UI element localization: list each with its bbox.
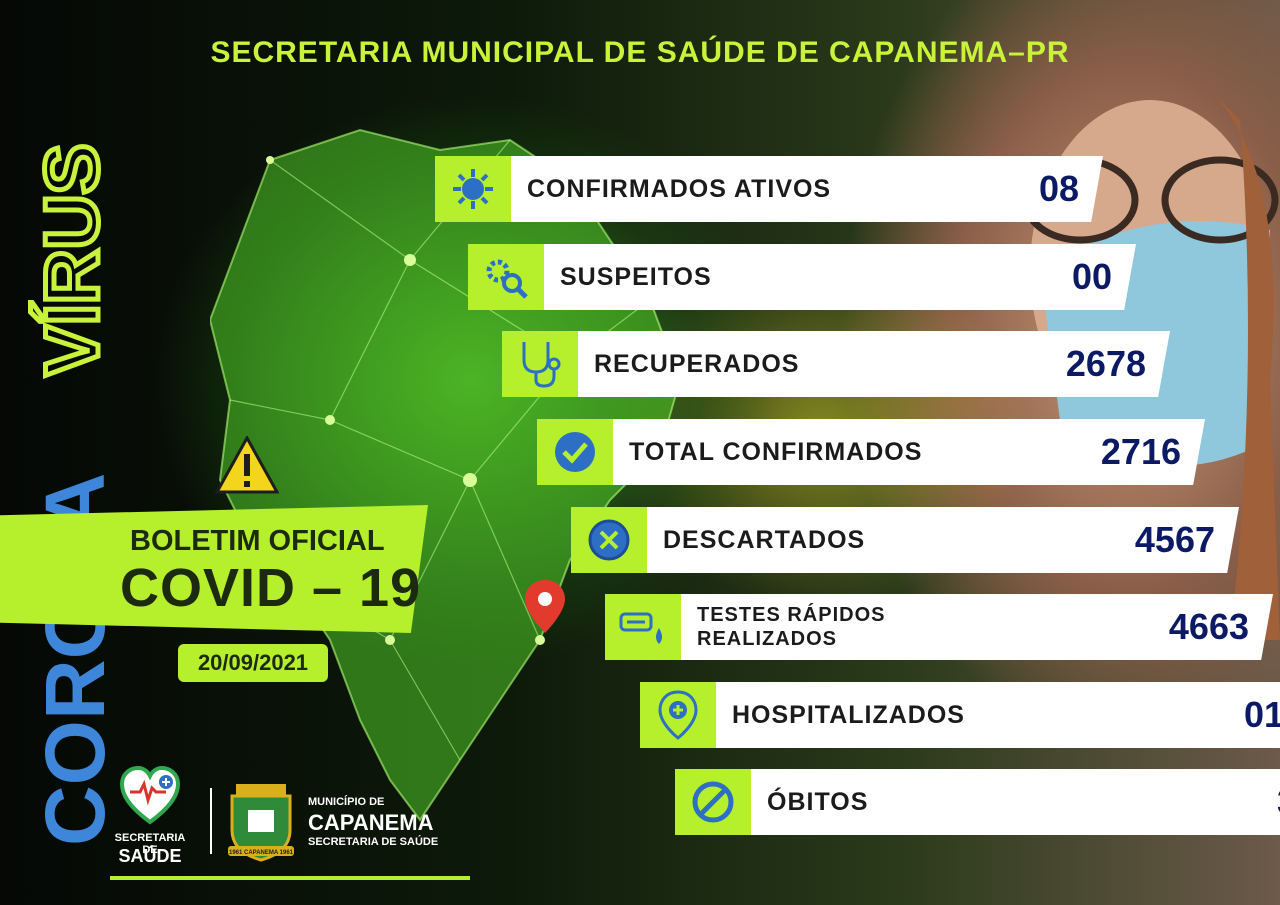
stat-label: TOTAL CONFIRMADOS bbox=[629, 437, 923, 466]
crest-ribbon-text: 1961 CAPANEMA 1961 bbox=[229, 850, 294, 856]
forbidden-icon bbox=[675, 769, 751, 835]
stat-value: 01 bbox=[1243, 694, 1280, 735]
warning-icon bbox=[215, 436, 279, 494]
footer-logos: SECRETARIA DE SAÚDE 1961 CAPANEMA 1961 M… bbox=[108, 758, 468, 876]
stat-panel: RECUPERADOS 2678 bbox=[578, 331, 1170, 397]
stat-label: TESTES RÁPIDOS REALIZADOS bbox=[697, 604, 886, 650]
stat-value: 08 bbox=[1038, 168, 1079, 209]
stat-panel: CONFIRMADOS ATIVOS 08 bbox=[511, 156, 1103, 222]
stat-panel: TESTES RÁPIDOS REALIZADOS 4663 bbox=[681, 594, 1273, 660]
virus-word: VÍRUS bbox=[30, 144, 115, 376]
bulletin-banner: BOLETIM OFICIAL COVID – 19 bbox=[0, 505, 428, 633]
bulletin-subtitle: BOLETIM OFICIAL bbox=[130, 525, 385, 557]
logo-divider bbox=[210, 788, 212, 854]
bulletin-band bbox=[0, 505, 428, 633]
stat-label: ÓBITOS bbox=[767, 787, 869, 816]
city-logo-line2: CAPANEMA bbox=[308, 810, 434, 835]
city-logo-line3: SECRETARIA DE SAÚDE bbox=[308, 836, 439, 848]
stat-panel: TOTAL CONFIRMADOS 2716 bbox=[613, 419, 1205, 485]
stat-panel: HOSPITALIZADOS 01 bbox=[716, 682, 1280, 748]
stat-label: HOSPITALIZADOS bbox=[732, 700, 965, 729]
stat-value: 00 bbox=[1071, 256, 1112, 297]
stat-value: 4663 bbox=[1168, 606, 1249, 647]
corona-virus-vertical-title: CORONA VÍRUS bbox=[26, 46, 126, 856]
test-drop-icon bbox=[605, 594, 681, 660]
stethoscope-icon bbox=[502, 331, 578, 397]
virus-icon bbox=[435, 156, 511, 222]
health-logo-line2: SAÚDE bbox=[118, 846, 182, 866]
stat-value: 2716 bbox=[1100, 431, 1181, 472]
stat-value: 2678 bbox=[1065, 343, 1146, 384]
stat-panel: DESCARTADOS 4567 bbox=[647, 507, 1239, 573]
gears-search-icon bbox=[468, 244, 544, 310]
city-crest-logo: 1961 CAPANEMA 1961 bbox=[228, 784, 294, 862]
page-title: SECRETARIA MUNICIPAL DE SAÚDE DE CAPANEM… bbox=[210, 36, 1070, 69]
stat-label: SUSPEITOS bbox=[560, 262, 712, 291]
hospital-pin-icon bbox=[640, 682, 716, 748]
health-secretariat-logo bbox=[119, 765, 181, 825]
bulletin-date: 20/09/2021 bbox=[178, 644, 328, 682]
footer-accent-line bbox=[110, 876, 470, 880]
city-logo-line1: MUNICÍPIO DE bbox=[308, 796, 385, 808]
stat-value: 4567 bbox=[1134, 519, 1215, 560]
check-circle-icon bbox=[537, 419, 613, 485]
stat-label: RECUPERADOS bbox=[594, 349, 800, 378]
stat-label: DESCARTADOS bbox=[663, 525, 866, 554]
x-circle-icon bbox=[571, 507, 647, 573]
stat-label: CONFIRMADOS ATIVOS bbox=[527, 174, 832, 203]
health-logo-line1: SECRETARIA DE bbox=[114, 832, 186, 856]
stat-value: 30 bbox=[1277, 769, 1280, 835]
stat-panel: ÓBITOS 30 bbox=[751, 769, 1280, 835]
stat-panel: SUSPEITOS 00 bbox=[544, 244, 1136, 310]
bulletin-title: COVID – 19 bbox=[120, 558, 422, 618]
